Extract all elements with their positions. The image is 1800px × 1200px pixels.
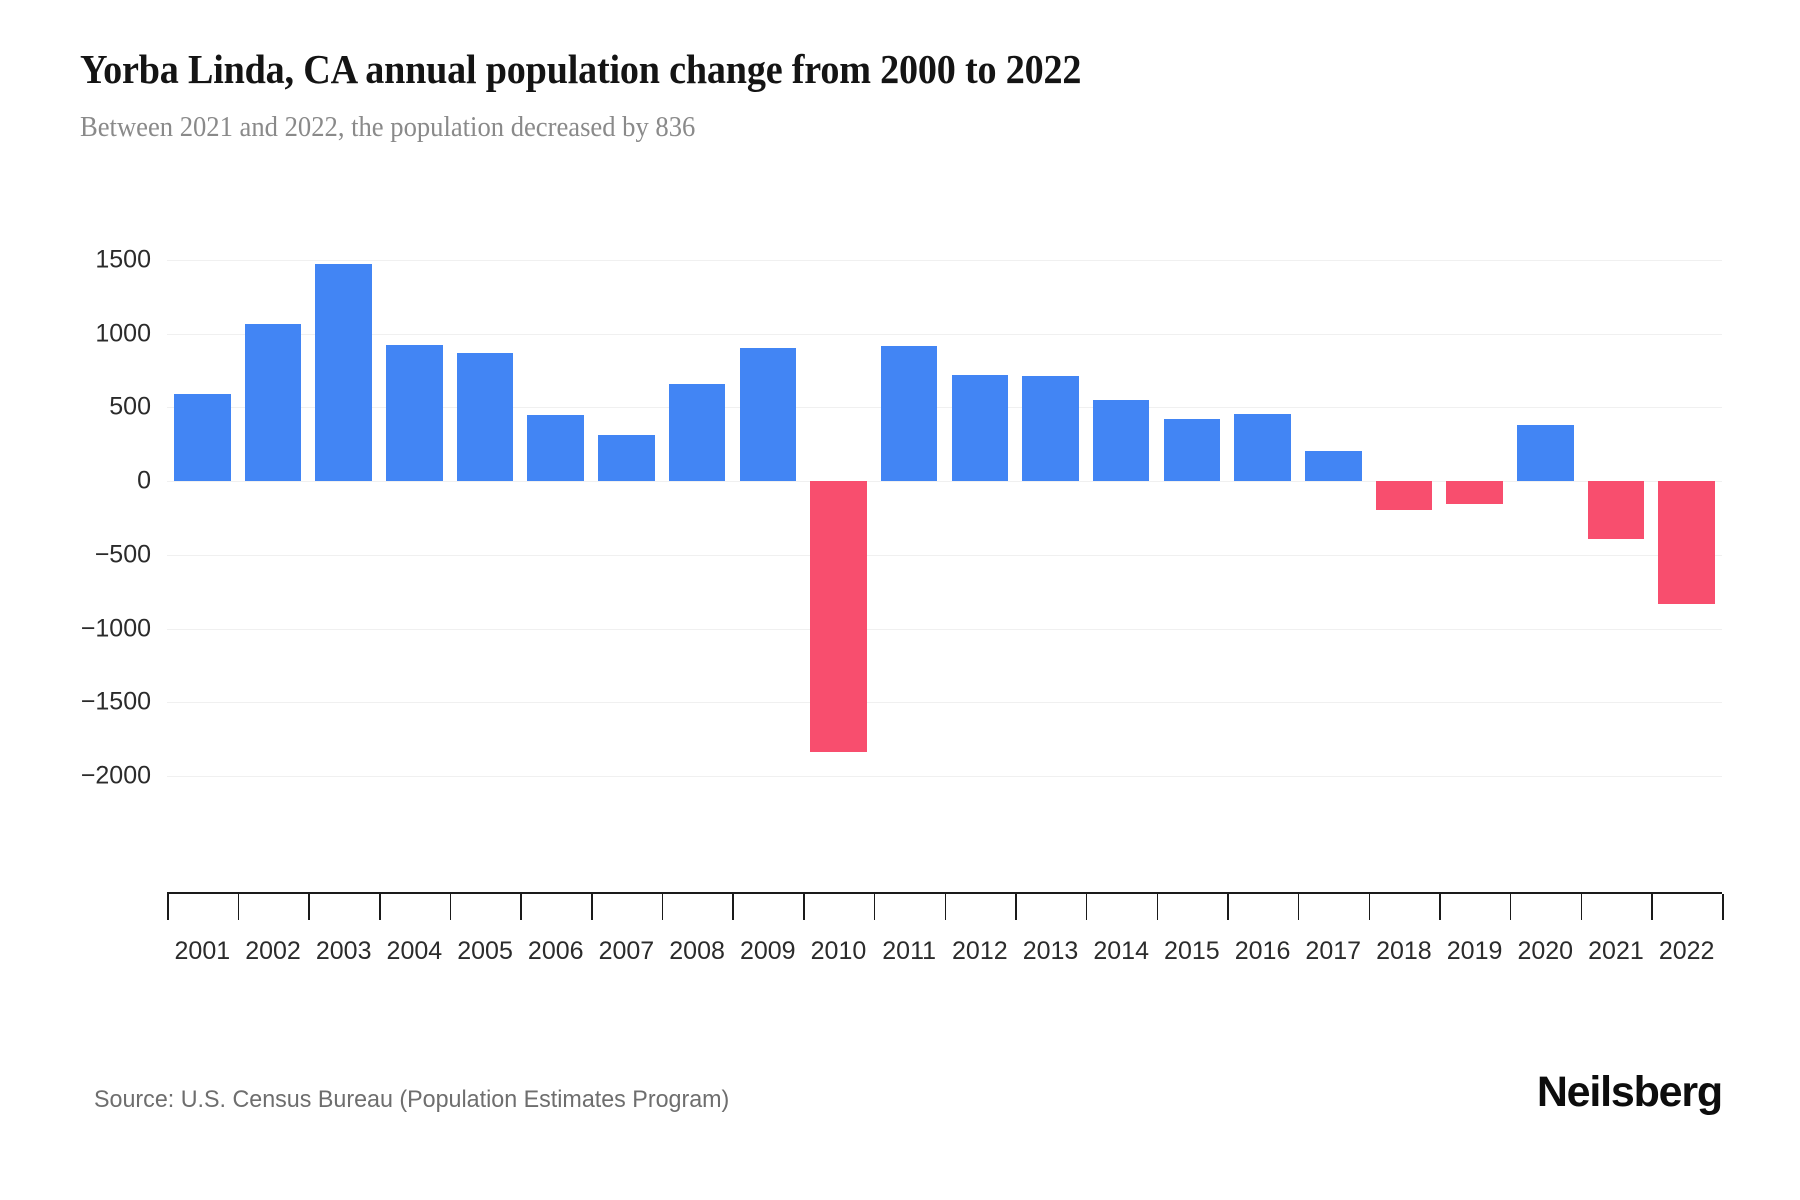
bar-2018[interactable] — [1375, 481, 1433, 510]
x-axis-tick-label: 2018 — [1376, 937, 1432, 965]
zero-gridline — [167, 481, 1722, 483]
bar-2006[interactable] — [527, 414, 584, 482]
bar-2011[interactable] — [880, 345, 938, 482]
x-axis-tick-label: 2012 — [952, 937, 1008, 965]
bar-2002[interactable] — [244, 324, 302, 482]
y-axis-tick-label: −500 — [94, 540, 151, 569]
x-axis-tick — [237, 894, 240, 920]
bar-2019[interactable] — [1446, 481, 1503, 504]
bar-2003[interactable] — [315, 263, 372, 482]
bar-2021[interactable] — [1587, 481, 1645, 540]
x-axis-tick — [591, 894, 593, 920]
x-axis-tick-label: 2022 — [1658, 937, 1715, 965]
x-axis-tick-label: 2020 — [1517, 937, 1574, 965]
bar-2016[interactable] — [1234, 414, 1291, 482]
source-note: Source: U.S. Census Bureau (Population E… — [94, 1086, 730, 1113]
gridline — [167, 407, 1722, 409]
x-axis-tick — [1297, 894, 1300, 920]
chart-header: Yorba Linda, CA annual population change… — [80, 46, 1720, 145]
x-axis-tick-label: 2008 — [669, 937, 725, 965]
y-axis-tick-label: 1000 — [95, 319, 151, 348]
x-axis-tick-label: 2007 — [598, 937, 655, 965]
x-axis-tick — [1509, 894, 1512, 920]
x-axis-tick-label: 2019 — [1446, 937, 1503, 965]
bar-2022[interactable] — [1658, 481, 1715, 605]
x-axis-tick-label: 2002 — [245, 937, 301, 965]
x-axis-tick — [379, 894, 381, 920]
x-axis-tick-label: 2006 — [527, 937, 584, 965]
gridline — [167, 776, 1722, 777]
x-axis-tick — [449, 894, 452, 920]
brand-logo: Neilsberg — [1536, 1068, 1723, 1116]
x-axis-tick — [1015, 894, 1017, 920]
chart-subtitle: Between 2021 and 2022, the population de… — [80, 112, 696, 144]
x-axis-tick-label: 2016 — [1234, 937, 1291, 965]
bar-2013[interactable] — [1022, 376, 1079, 482]
x-axis-tick — [1722, 894, 1724, 920]
gridline — [167, 554, 1722, 556]
x-axis-tick-label: 2015 — [1164, 937, 1220, 965]
y-axis-tick-label: 500 — [109, 392, 151, 421]
x-axis-tick — [520, 894, 522, 920]
x-axis-tick-label: 2003 — [315, 937, 372, 965]
bar-2015[interactable] — [1163, 419, 1221, 482]
x-axis-tick-label: 2001 — [174, 937, 231, 965]
bar-2020[interactable] — [1517, 425, 1574, 482]
x-axis-tick — [1085, 894, 1088, 920]
x-axis-tick — [873, 894, 876, 920]
y-axis-tick-label: −1000 — [80, 614, 151, 643]
x-axis-tick-label: 2014 — [1093, 937, 1149, 965]
x-axis-line — [167, 892, 1722, 894]
x-axis-tick-label: 2017 — [1305, 937, 1362, 965]
x-axis-tick — [803, 894, 805, 920]
x-axis-tick — [308, 894, 310, 920]
bar-2009[interactable] — [739, 347, 797, 482]
x-axis-tick — [1580, 894, 1583, 920]
gridline — [167, 628, 1722, 630]
x-axis-tick — [732, 894, 734, 920]
bar-2005[interactable] — [456, 352, 514, 482]
bar-2014[interactable] — [1092, 400, 1150, 482]
x-axis-tick — [1651, 894, 1653, 920]
x-axis-tick — [1439, 894, 1441, 920]
gridline — [167, 260, 1722, 261]
bar-2004[interactable] — [386, 344, 443, 482]
gridline — [167, 333, 1722, 335]
x-axis-tick — [944, 894, 946, 920]
x-axis-tick-label: 2011 — [882, 937, 937, 965]
bar-2017[interactable] — [1304, 450, 1362, 482]
x-axis-tick-label: 2004 — [386, 937, 443, 965]
x-axis-tick — [1368, 894, 1371, 920]
bar-2008[interactable] — [668, 383, 726, 482]
x-axis-tick-label: 2021 — [1588, 937, 1644, 965]
y-axis-tick-label: −2000 — [80, 761, 151, 790]
page-title: Yorba Linda, CA annual population change… — [80, 46, 1082, 92]
bar-2001[interactable] — [174, 394, 231, 482]
x-axis-tick-label: 2005 — [457, 937, 513, 965]
gridline — [167, 702, 1722, 704]
x-axis-tick — [1156, 894, 1159, 920]
x-axis-tick — [1227, 894, 1229, 920]
y-axis-tick-label: 1500 — [95, 245, 151, 274]
x-axis-tick-label: 2009 — [739, 937, 796, 965]
y-axis-tick-label: −1500 — [80, 687, 151, 716]
bar-2012[interactable] — [951, 374, 1009, 482]
y-axis-tick-label: 0 — [137, 466, 151, 495]
x-axis-tick-label: 2013 — [1022, 937, 1079, 965]
bar-2007[interactable] — [598, 435, 655, 482]
x-axis-tick-label: 2010 — [810, 937, 867, 965]
x-axis-tick — [167, 894, 169, 920]
bar-2010[interactable] — [810, 481, 867, 753]
x-axis-tick — [661, 894, 664, 920]
